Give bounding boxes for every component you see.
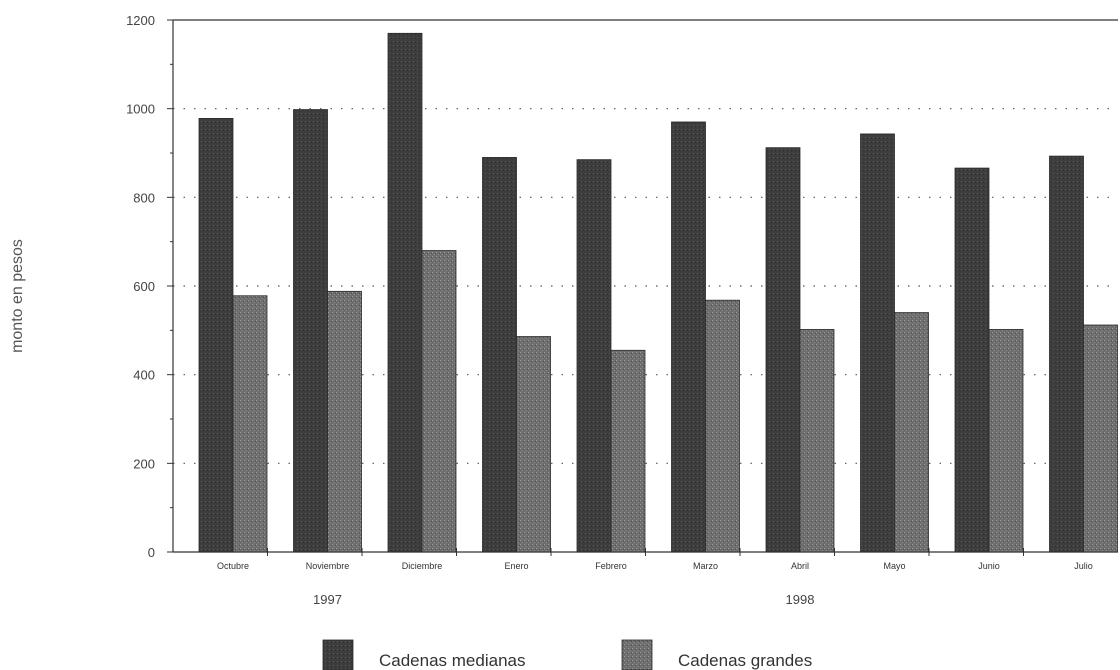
bar-medianas [1049, 155, 1084, 553]
y-tick-label: 600 [133, 279, 155, 294]
axis-labels: 0 200 400 600 800 1000 1200 Octubre Noviembre Dic… [126, 13, 1093, 607]
bar-medianas [293, 109, 328, 553]
y-axis-label: monto en pesos [9, 239, 26, 353]
y-tick-label: 0 [148, 545, 155, 560]
bars [198, 32, 1118, 553]
bar-medianas [576, 159, 612, 553]
year-group-label: 1997 [313, 592, 342, 607]
y-tick-label: 1200 [126, 13, 155, 28]
year-group-label: 1998 [786, 592, 815, 607]
y-tick-label: 200 [133, 456, 155, 471]
x-category-label: Octubre [217, 561, 249, 571]
bar-grandes [421, 250, 457, 553]
bar-medianas [198, 118, 234, 553]
bar-grandes [705, 299, 740, 553]
legend-label: Cadenas medianas [379, 651, 525, 670]
x-category-label: Enero [504, 561, 528, 571]
bar-medianas [387, 32, 423, 553]
x-category-label: Noviembre [306, 561, 350, 571]
y-tick-label: 400 [133, 368, 155, 383]
bar-grandes [232, 295, 268, 553]
x-category-label: Julio [1074, 561, 1093, 571]
bar-grandes [327, 290, 362, 553]
bar-medianas [671, 121, 706, 553]
x-category-label: Febrero [595, 561, 627, 571]
bar-grandes [516, 336, 551, 553]
x-category-label: Mayo [883, 561, 905, 571]
bar-grandes [799, 329, 835, 553]
bar-grandes [1083, 324, 1118, 553]
legend-label: Cadenas grandes [678, 651, 812, 670]
y-tick-label: 800 [133, 190, 155, 205]
bar-medianas [765, 147, 801, 553]
legend: Cadenas medianas Cadenas grandes [322, 639, 812, 670]
x-category-label: Junio [978, 561, 1000, 571]
x-category-label: Abril [791, 561, 809, 571]
bar-grandes [988, 329, 1024, 553]
x-category-label: Diciembre [402, 561, 443, 571]
legend-swatch [322, 639, 354, 670]
x-category-label: Marzo [693, 561, 718, 571]
bar-grandes [894, 312, 929, 553]
bar-medianas [482, 157, 517, 553]
bar-medianas [860, 133, 895, 553]
y-tick-label: 1000 [126, 102, 155, 117]
bar-grandes [610, 349, 646, 553]
bar-medianas [954, 167, 990, 553]
legend-swatch [621, 639, 653, 670]
